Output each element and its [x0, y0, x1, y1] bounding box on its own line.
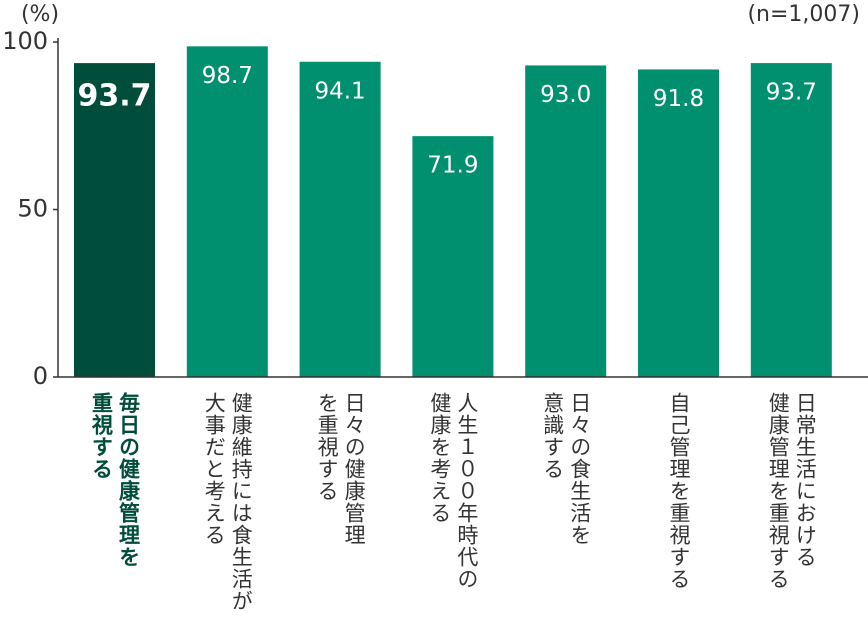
value-label: 93.7	[766, 80, 817, 106]
value-label: 71.9	[427, 153, 478, 179]
value-label: 98.7	[202, 63, 253, 89]
bar	[74, 63, 155, 377]
category-label: 日々の食生活を 意識する	[540, 392, 592, 546]
category-label: 自己管理を重視する	[667, 392, 691, 590]
value-label: 91.8	[653, 86, 704, 112]
bar	[412, 136, 494, 377]
bar	[186, 46, 268, 377]
bar	[638, 69, 719, 377]
value-label: 94.1	[314, 78, 365, 104]
category-label: 日々の健康管理 を重視する	[315, 392, 367, 546]
y-tick-label: 50	[17, 195, 48, 223]
bar	[525, 65, 607, 377]
value-label: 93.7	[77, 79, 151, 114]
bar	[299, 61, 381, 377]
category-label: 毎日の健康管理を 重視する	[89, 392, 141, 568]
bar	[750, 63, 832, 377]
y-tick-label: 0	[33, 362, 48, 390]
value-label: 93.0	[540, 82, 591, 108]
category-label: 健康維持には食生活が 大事だと考える	[202, 392, 254, 612]
category-label: 日常生活における 健康管理を重視する	[766, 392, 818, 590]
category-label: 人生１００年時代の 健康を考える	[427, 392, 479, 590]
y-unit: (%)	[21, 2, 59, 27]
sample-note: (n=1,007)	[747, 2, 860, 27]
y-tick-label: 100	[2, 27, 48, 55]
